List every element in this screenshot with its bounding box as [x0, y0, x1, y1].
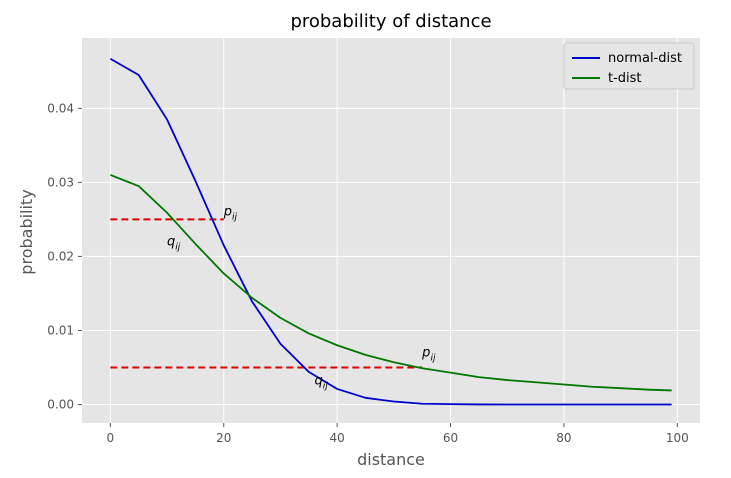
x-axis-label: distance	[357, 450, 425, 469]
annotation-label: qij	[314, 374, 328, 392]
plot-area: 0 20 40 60 80 100 0.00 0.01 0.02 0.03 0.04 pij qij pi…	[47, 38, 700, 445]
y-tick-label: 0.00	[47, 397, 74, 411]
y-tick-label: 0.03	[47, 175, 74, 189]
y-tick-label: 0.01	[47, 323, 74, 337]
legend-entry: t-dist	[608, 71, 642, 86]
y-axis-label: probability	[17, 189, 36, 274]
x-tick-label: 0	[107, 431, 115, 445]
x-tick-label: 80	[556, 431, 571, 445]
y-tick-label: 0.04	[47, 101, 74, 115]
y-tick-label: 0.02	[47, 249, 74, 263]
annotation-label: qij	[167, 234, 181, 252]
series-line-t-dist	[110, 174, 672, 392]
annotation-label: pij	[421, 345, 436, 363]
x-tick-label: 100	[666, 431, 689, 445]
chart-title: probability of distance	[290, 11, 491, 32]
series-line-normal-dist	[109, 57, 672, 406]
x-tick-label: 40	[329, 431, 344, 445]
plot-background	[82, 38, 700, 423]
legend-entry: normal-dist	[608, 51, 682, 66]
annotation-label: pij	[223, 205, 238, 223]
x-tick-label: 60	[443, 431, 458, 445]
x-tick-label: 20	[216, 431, 231, 445]
